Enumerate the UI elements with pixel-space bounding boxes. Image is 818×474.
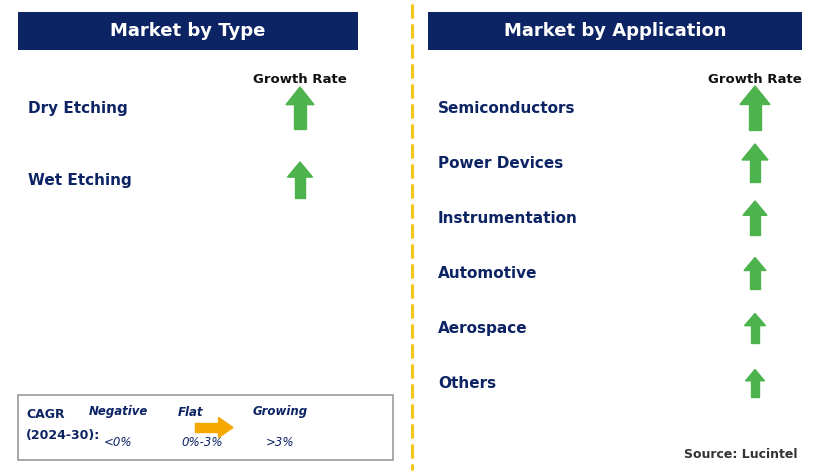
Polygon shape [749, 160, 761, 182]
Text: Power Devices: Power Devices [438, 155, 564, 171]
Text: Market by Application: Market by Application [504, 22, 726, 40]
Polygon shape [294, 105, 306, 129]
Text: CAGR: CAGR [26, 409, 65, 421]
FancyBboxPatch shape [18, 12, 358, 50]
Polygon shape [751, 381, 759, 396]
Text: >3%: >3% [266, 436, 294, 448]
Text: Source: Lucintel: Source: Lucintel [684, 447, 797, 461]
Polygon shape [740, 86, 770, 104]
Polygon shape [745, 370, 765, 381]
Text: Aerospace: Aerospace [438, 320, 528, 336]
Text: Growing: Growing [253, 405, 308, 419]
Polygon shape [137, 430, 155, 441]
Text: Instrumentation: Instrumentation [438, 210, 578, 226]
Polygon shape [287, 162, 312, 177]
Polygon shape [218, 418, 233, 438]
Text: <0%: <0% [104, 436, 133, 448]
Polygon shape [294, 177, 305, 198]
Text: Negative: Negative [88, 405, 148, 419]
Polygon shape [195, 423, 218, 432]
Polygon shape [744, 313, 766, 326]
Text: Growth Rate: Growth Rate [253, 73, 347, 86]
Text: Dry Etching: Dry Etching [28, 100, 128, 116]
Polygon shape [299, 413, 317, 425]
Text: Automotive: Automotive [438, 265, 537, 281]
FancyBboxPatch shape [428, 12, 802, 50]
Polygon shape [304, 425, 312, 441]
Text: Semiconductors: Semiconductors [438, 100, 576, 116]
Text: Market by Type: Market by Type [110, 22, 266, 40]
Polygon shape [748, 104, 762, 130]
Text: Others: Others [438, 375, 497, 391]
Text: 0%-3%: 0%-3% [182, 436, 222, 448]
Polygon shape [742, 144, 768, 160]
Polygon shape [286, 87, 314, 105]
Polygon shape [743, 201, 767, 215]
Polygon shape [750, 215, 760, 235]
Text: Growth Rate: Growth Rate [708, 73, 802, 86]
FancyBboxPatch shape [18, 395, 393, 460]
Text: Flat: Flat [178, 405, 203, 419]
Polygon shape [750, 271, 760, 289]
Polygon shape [751, 326, 759, 343]
Polygon shape [744, 257, 766, 271]
Polygon shape [142, 413, 150, 430]
Text: Wet Etching: Wet Etching [28, 173, 132, 188]
Text: (2024-30):: (2024-30): [26, 428, 101, 441]
